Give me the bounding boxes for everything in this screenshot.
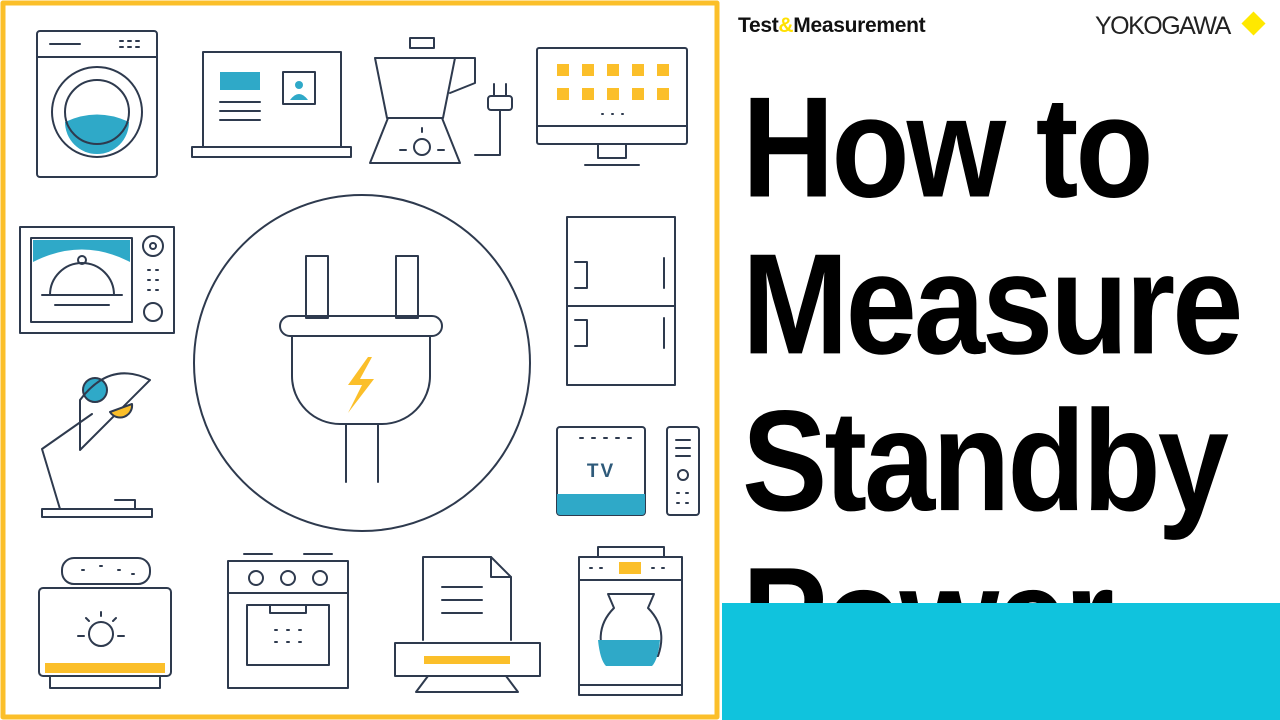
desk-lamp-icon: [41, 372, 153, 518]
tv-label: TV: [587, 461, 615, 482]
blender-icon: [369, 37, 513, 164]
refrigerator-icon: [566, 216, 676, 386]
power-plug-icon: [193, 194, 531, 532]
microwave-icon: [19, 226, 175, 334]
yokogawa-logo: YOKOGAWA: [1095, 12, 1231, 40]
tv-box-icon: TV: [556, 426, 700, 516]
appliances-illustration: TV: [0, 0, 720, 720]
printer-icon: [394, 556, 541, 693]
yokogawa-diamond-icon: [1241, 11, 1266, 36]
title-line-1: How to: [742, 67, 1154, 228]
monitor-icon: [536, 47, 688, 166]
brand-text-measurement: Measurement: [793, 14, 926, 37]
page-title: How to Measure Standby Power: [742, 67, 1243, 697]
title-line-2: Measure: [742, 224, 1243, 385]
title-line-3: Standby: [742, 381, 1229, 542]
laptop-icon: [191, 51, 352, 158]
brand-text-test: Test: [738, 14, 779, 37]
toaster-icon: [38, 557, 172, 689]
yellow-frame: [0, 0, 720, 720]
coffee-maker-icon: [578, 546, 683, 696]
washing-machine-icon: [36, 30, 158, 178]
oven-icon: [227, 553, 349, 689]
test-measurement-brand: Test&Measurement: [738, 14, 926, 38]
brand-ampersand: &: [778, 14, 794, 37]
cyan-accent-bar: [722, 603, 1280, 720]
